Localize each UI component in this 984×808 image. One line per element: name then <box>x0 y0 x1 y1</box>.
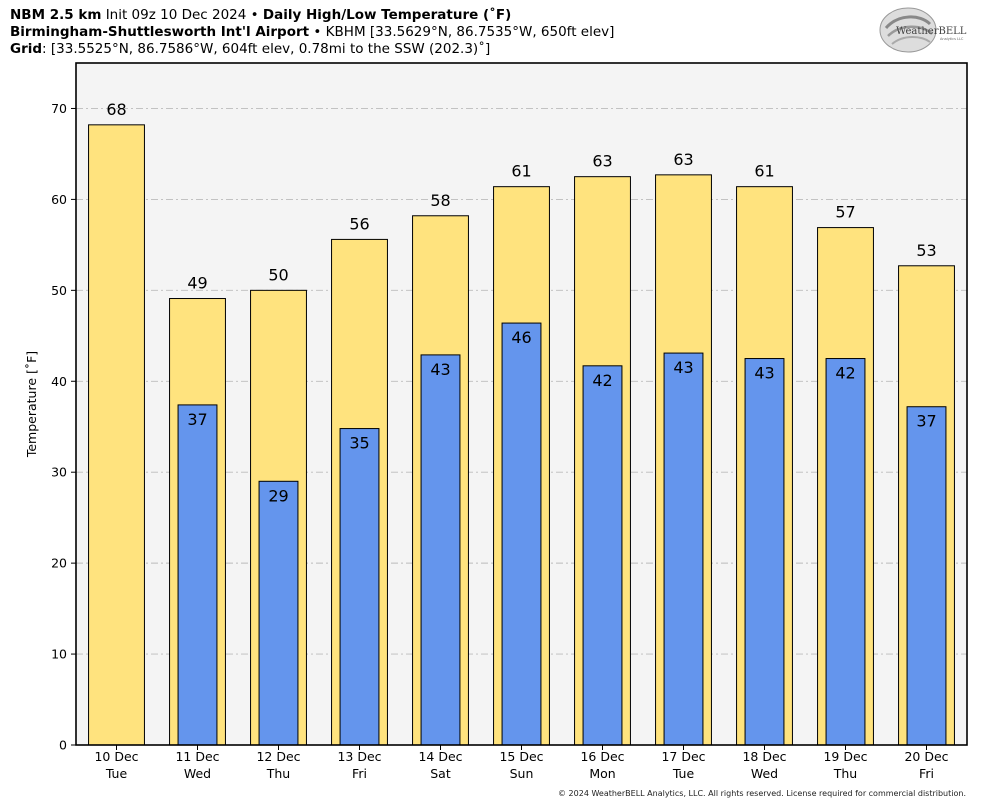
high-temp-label: 56 <box>349 214 369 233</box>
low-temp-label: 35 <box>349 434 369 453</box>
y-tick-label: 40 <box>51 374 67 389</box>
high-temp-label: 58 <box>430 191 450 210</box>
station-details: KBHM [33.5629°N, 86.7535°W, 650ft elev] <box>325 24 615 40</box>
axes: 0 10 20 30 40 50 60 70 10 Dec Tue 11 Dec Wed 12 Dec T… <box>51 101 949 781</box>
y-tick-label: 0 <box>59 738 67 753</box>
x-tick-label-date: 19 Dec <box>823 749 867 764</box>
x-tick-label-day: Thu <box>833 766 857 781</box>
low-temp-bar <box>906 406 947 746</box>
x-tick-label-date: 10 Dec <box>94 749 138 764</box>
low-temp-bar <box>663 352 704 746</box>
logo-subtext: Analytics LLC <box>940 37 964 41</box>
y-tick-label: 10 <box>51 647 67 662</box>
y-tick-label: 20 <box>51 556 67 571</box>
grid-label: Grid <box>10 41 43 57</box>
x-tick-label-date: 11 Dec <box>175 749 219 764</box>
weatherbell-logo: WeatherBELL Analytics LLC <box>879 7 967 53</box>
header-line-3: Grid: [33.5525°N, 86.7586°W, 604ft elev,… <box>10 41 490 58</box>
header-line-2: Birmingham-Shuttlesworth Int'l Airport •… <box>10 24 614 41</box>
high-temp-label: 49 <box>187 274 207 293</box>
low-temp-bar <box>744 358 785 746</box>
copyright-footer: © 2024 WeatherBELL Analytics, LLC. All r… <box>558 789 966 798</box>
high-temp-label: 57 <box>835 203 855 222</box>
high-temp-bar <box>88 124 145 746</box>
x-tick-label-day: Tue <box>672 766 695 781</box>
y-axis-label: Temperature [˚F] <box>24 351 39 458</box>
x-tick-label-day: Wed <box>751 766 778 781</box>
x-tick-label-date: 14 Dec <box>418 749 462 764</box>
low-temp-bar <box>420 354 461 746</box>
x-tick-label-date: 12 Dec <box>256 749 300 764</box>
x-tick-label-day: Fri <box>352 766 367 781</box>
x-tick-label-date: 20 Dec <box>904 749 948 764</box>
station-name: Birmingham-Shuttlesworth Int'l Airport <box>10 24 310 40</box>
high-temp-label: 61 <box>511 162 531 181</box>
init-time: Init 09z 10 Dec 2024 <box>105 7 247 23</box>
low-temp-bar <box>258 480 299 746</box>
logo-text: WeatherBELL <box>896 26 967 37</box>
model-name: NBM 2.5 km <box>10 7 102 23</box>
low-temp-label: 43 <box>754 364 774 383</box>
x-tick-label-date: 16 Dec <box>580 749 624 764</box>
y-tick-label: 70 <box>51 101 67 116</box>
high-temp-label: 68 <box>106 100 126 119</box>
low-temp-bar <box>501 322 542 746</box>
bars: 68 49 37 50 29 56 35 58 43 61 46 63 42 63 43 61 43 57 42 53… <box>88 100 955 746</box>
low-temp-label: 37 <box>916 412 936 431</box>
low-temp-bar <box>177 404 218 746</box>
low-temp-bar <box>339 428 380 746</box>
x-tick-label-date: 18 Dec <box>742 749 786 764</box>
low-temp-bar <box>825 358 866 746</box>
x-tick-label-date: 13 Dec <box>337 749 381 764</box>
high-temp-label: 61 <box>754 162 774 181</box>
x-tick-label-date: 17 Dec <box>661 749 705 764</box>
y-tick-label: 50 <box>51 283 67 298</box>
low-temp-label: 46 <box>511 328 531 347</box>
x-tick-label-day: Sun <box>510 766 534 781</box>
x-tick-label-day: Wed <box>184 766 211 781</box>
low-temp-bar <box>582 365 623 746</box>
header-bullet: • <box>250 7 259 23</box>
low-temp-label: 29 <box>268 486 288 505</box>
x-tick-label-day: Sat <box>430 766 451 781</box>
x-tick-label-date: 15 Dec <box>499 749 543 764</box>
product-title: Daily High/Low Temperature (˚F) <box>262 7 512 23</box>
low-temp-label: 37 <box>187 410 207 429</box>
x-tick-label-day: Mon <box>589 766 615 781</box>
high-temp-label: 63 <box>673 150 693 169</box>
low-temp-label: 42 <box>835 364 855 383</box>
low-temp-label: 43 <box>430 360 450 379</box>
x-tick-label-day: Tue <box>105 766 128 781</box>
header-bullet: • <box>313 24 322 40</box>
high-temp-label: 63 <box>592 152 612 171</box>
high-temp-label: 50 <box>268 265 288 284</box>
y-tick-label: 30 <box>51 465 67 480</box>
x-tick-label-day: Fri <box>919 766 934 781</box>
x-tick-label-day: Thu <box>266 766 290 781</box>
high-temp-label: 53 <box>916 241 936 260</box>
grid-details: : [33.5525°N, 86.7586°W, 604ft elev, 0.7… <box>42 41 491 57</box>
header-line-1: NBM 2.5 km Init 09z 10 Dec 2024 • Daily … <box>10 7 511 24</box>
low-temp-label: 42 <box>592 371 612 390</box>
y-tick-label: 60 <box>51 192 67 207</box>
low-temp-label: 43 <box>673 358 693 377</box>
